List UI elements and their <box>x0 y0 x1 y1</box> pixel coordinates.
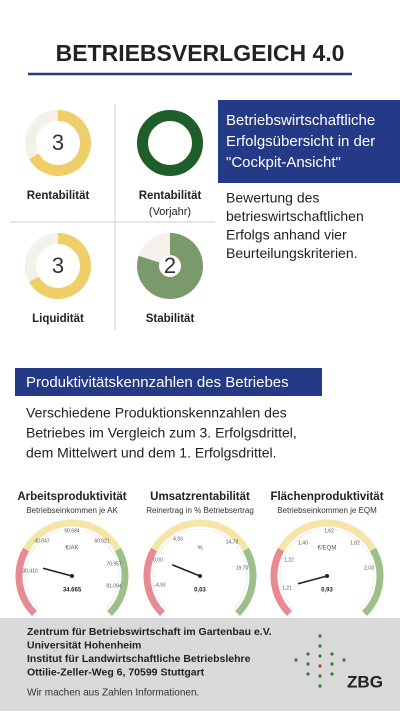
score-label: Rentabilität <box>27 190 90 202</box>
gauge-band <box>23 519 121 552</box>
gauge-value: 0,03 <box>194 588 206 594</box>
logo-dot <box>306 672 310 676</box>
score: 3 <box>52 253 64 278</box>
logo-dot <box>294 658 298 662</box>
box-text: Betriebswirtschaftliche <box>226 112 375 129</box>
gauge-pivot <box>325 574 329 578</box>
donut-arc <box>29 110 91 176</box>
description: Verschiedene Produktionskennzahlen des <box>26 405 287 421</box>
gauge-title: Arbeitsproduktivität <box>17 491 126 503</box>
score: 1 <box>164 130 176 155</box>
score: 2 <box>164 253 176 278</box>
logo-dot <box>330 662 334 666</box>
gauge-subtitle: Betriebseinkommen je EQM <box>277 506 377 515</box>
logo-dot <box>306 652 310 656</box>
gauge-ring <box>24 528 120 610</box>
gauge-band <box>361 547 384 616</box>
description: Betriebes im Vergleich zum 3. Erfolgsdri… <box>26 425 297 441</box>
gauge-pivot <box>70 574 74 578</box>
gauge-ring <box>279 528 375 610</box>
gauge-title: Umsatzrentabilität <box>150 491 250 503</box>
gauge-subtitle: Reinertrag in % Betriebsertrag <box>146 506 254 515</box>
banner <box>15 368 322 396</box>
logo-dot <box>342 658 346 662</box>
description: Bewertung des <box>226 190 319 206</box>
score: 3 <box>52 130 64 155</box>
gauge-band <box>106 547 129 616</box>
footer-address: Institut für Landwirtschaftliche Betrieb… <box>27 653 251 665</box>
gauge-needle <box>42 567 73 577</box>
gauge-tick-label: 50.684 <box>64 528 80 534</box>
gauge-pivot <box>198 574 202 578</box>
box-text: "Cockpit-Ansicht" <box>226 154 341 171</box>
footer-address: Ottilie-Zeller-Weg 6, 70599 Stuttgart <box>27 666 205 678</box>
gauge-tick-label: 19,70 <box>236 565 249 571</box>
logo-dot <box>330 652 334 656</box>
score-label: Rentabilität <box>139 190 202 202</box>
gauge-unit: €/EQM <box>318 546 337 552</box>
gauge-band <box>151 519 249 552</box>
gauge-tick-label: 60.621 <box>94 538 110 544</box>
donut-arc <box>137 233 203 299</box>
gauge-tick-label: 30.410 <box>22 568 38 574</box>
gauge-title: Flächenproduktivität <box>270 491 383 503</box>
title: BETRIEBSVERLGEICH 4.0 <box>56 40 345 66</box>
gauge-tick-label: 1,62 <box>324 528 334 534</box>
gauge-band <box>278 519 376 552</box>
gauge-unit: % <box>197 546 203 552</box>
logo-dot <box>318 654 322 658</box>
description: Beurteilungskriterien. <box>226 245 358 261</box>
footer-slogan: Wir machen aus Zahlen Informationen. <box>27 688 199 699</box>
gauge-tick-label: 81.094 <box>106 583 122 589</box>
footer-address: Universität Hohenheim <box>27 639 141 651</box>
gauge-needle <box>297 575 328 585</box>
logo-text: ZBG <box>347 672 383 691</box>
logo-dot <box>330 672 334 676</box>
gauge-band <box>270 547 293 616</box>
logo-dot <box>318 684 322 688</box>
donut-arc <box>137 110 203 176</box>
banner-text: Produktivitätskennzahlen des Betriebes <box>26 374 289 391</box>
gauge-tick-label: 70.957 <box>106 561 122 567</box>
logo-dot <box>318 644 322 648</box>
gauge-tick-label: -4,93 <box>154 582 166 588</box>
score-label: Liquidität <box>32 313 84 325</box>
gauge-value: 0,93 <box>321 588 333 594</box>
gauge-tick-label: 1,21 <box>282 585 292 591</box>
box-text: Erfolgsübersicht in der <box>226 133 375 150</box>
logo-dot <box>306 662 310 666</box>
gauge-tick-label: 0,00 <box>153 557 163 563</box>
gauge-tick-label: 2,03 <box>364 565 374 571</box>
gauge-tick-label: 1,82 <box>350 540 360 546</box>
logo-dot <box>318 674 322 678</box>
gauge-value: 34.665 <box>63 588 82 594</box>
description: betrieswirtschaftlichen <box>226 208 364 224</box>
gauge-unit: €/AK <box>65 546 78 552</box>
donut-arc <box>29 233 91 299</box>
gauge-tick-label: 4,93 <box>173 536 183 542</box>
gauge-band <box>234 547 257 616</box>
gauge-subtitle: Betriebseinkommen je AK <box>26 506 118 515</box>
gauge-tick-label: 40.047 <box>34 538 50 544</box>
gauge-ring <box>152 528 248 610</box>
description: dem Mittelwert und dem 1. Erfolgsdrittel… <box>26 445 277 461</box>
description: Erfolgs anhand vier <box>226 227 347 243</box>
gauge-band <box>15 547 38 616</box>
footer-address: Zentrum für Betriebswirtschaft im Garten… <box>27 626 272 638</box>
gauge-band <box>143 547 166 616</box>
info-box <box>218 100 400 183</box>
logo-dot <box>318 634 322 638</box>
gauge-needle <box>171 564 201 577</box>
gauge-tick-label: 1,40 <box>298 540 308 546</box>
gauge-tick-label: 14,78 <box>226 539 239 545</box>
logo-dot <box>318 664 322 668</box>
logo: ZBG <box>294 634 383 691</box>
score-label: (Vorjahr) <box>149 206 191 218</box>
gauge-tick-label: 1,22 <box>284 557 294 563</box>
score-label: Stabilität <box>146 313 195 325</box>
